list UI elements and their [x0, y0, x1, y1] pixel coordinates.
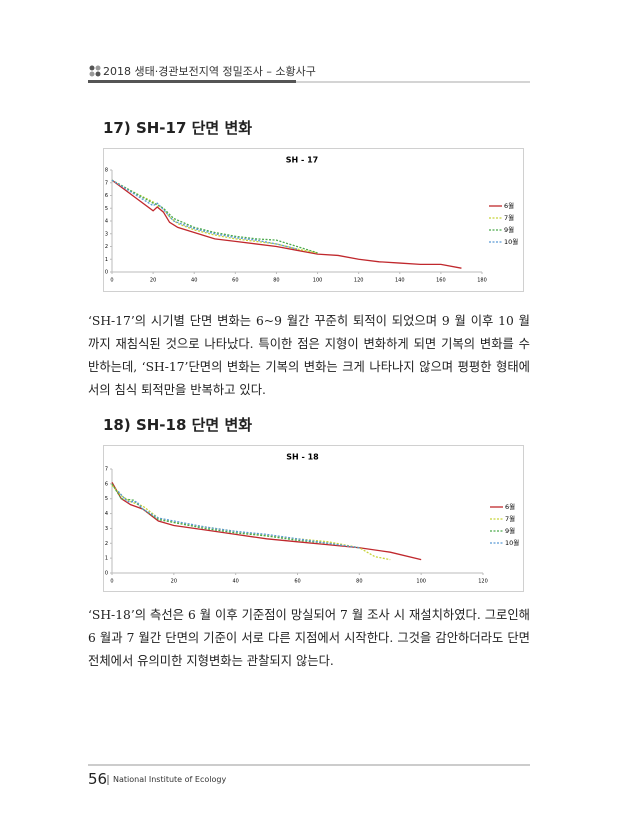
legend-label: 9월: [505, 526, 515, 535]
y-tick-label: 2: [105, 541, 108, 547]
chart-title: SH - 17: [286, 156, 318, 165]
series-line: [111, 482, 422, 561]
paragraph: ‘SH-18’의 측선은 6 월 이후 기준점이 망실되어 7 월 조사 시 재…: [88, 608, 530, 668]
x-tick-label: 80: [273, 278, 279, 284]
y-tick-label: 4: [105, 511, 108, 517]
legend-label: 10월: [505, 538, 519, 547]
y-tick-label: 3: [105, 526, 108, 532]
legend-label: 7월: [504, 213, 514, 222]
x-tick-label: 40: [232, 579, 238, 585]
x-tick-label: 20: [150, 278, 156, 284]
y-tick-label: 1: [105, 556, 108, 562]
paragraph: ‘SH-17’의 시기별 단면 변화는 6~9 월간 꾸준히 퇴적이 되었으며 …: [88, 314, 530, 397]
x-tick-label: 40: [191, 278, 197, 284]
icon-dot: [89, 71, 95, 77]
y-tick-label: 5: [105, 496, 108, 502]
y-tick-label: 5: [105, 206, 108, 212]
series-line: [111, 179, 462, 269]
section-heading: 18) SH-18 단면 변화: [103, 416, 253, 434]
icon-dot: [89, 65, 95, 71]
y-tick-label: 3: [105, 231, 108, 237]
header-title: 2018 생태·경관보전지역 정밀조사 – 소황사구: [103, 65, 316, 78]
legend-label: 6월: [504, 201, 514, 210]
x-tick-label: 100: [416, 579, 426, 585]
x-tick-label: 120: [354, 278, 364, 284]
y-tick-label: 0: [105, 571, 108, 577]
series-line: [111, 179, 318, 254]
y-tick-label: 6: [105, 481, 108, 487]
y-tick-label: 0: [105, 270, 108, 276]
series-line: [111, 179, 298, 250]
y-tick-label: 8: [105, 168, 108, 174]
x-tick-label: 0: [110, 579, 113, 585]
footer-text: National Institute of Ecology: [113, 775, 227, 784]
x-tick-label: 0: [110, 278, 113, 284]
x-tick-label: 100: [313, 278, 323, 284]
legend-label: 10월: [504, 237, 518, 246]
y-tick-label: 2: [105, 244, 108, 250]
series-line: [117, 490, 360, 549]
y-tick-label: 6: [105, 193, 108, 199]
y-tick-label: 4: [105, 219, 108, 225]
x-tick-label: 60: [294, 579, 300, 585]
x-tick-label: 140: [395, 278, 405, 284]
series-line: [111, 483, 360, 549]
series-line: [111, 484, 391, 561]
icon-dot: [95, 65, 101, 71]
header-bar: [88, 80, 296, 83]
series-line: [111, 179, 318, 254]
x-tick-label: 120: [478, 579, 488, 585]
x-tick-label: 60: [232, 278, 238, 284]
y-tick-label: 7: [105, 180, 108, 186]
section-heading: 17) SH-17 단면 변화: [103, 119, 253, 137]
legend-label: 9월: [504, 225, 514, 234]
icon-dot: [95, 71, 101, 77]
chart: SH - 18 0 1 2 3 4 5 6 7 0 20 40 60 80 100 120 6월 7월 9월 10월: [103, 445, 524, 592]
legend-label: 7월: [505, 514, 515, 523]
y-tick-label: 7: [105, 467, 108, 473]
legend-label: 6월: [505, 502, 515, 511]
x-tick-label: 20: [171, 579, 177, 585]
page-number: 56: [88, 770, 108, 788]
x-tick-label: 180: [477, 278, 487, 284]
y-tick-label: 1: [105, 257, 108, 263]
chart-title: SH - 18: [286, 453, 319, 462]
x-tick-label: 160: [436, 278, 446, 284]
x-tick-label: 80: [356, 579, 362, 585]
